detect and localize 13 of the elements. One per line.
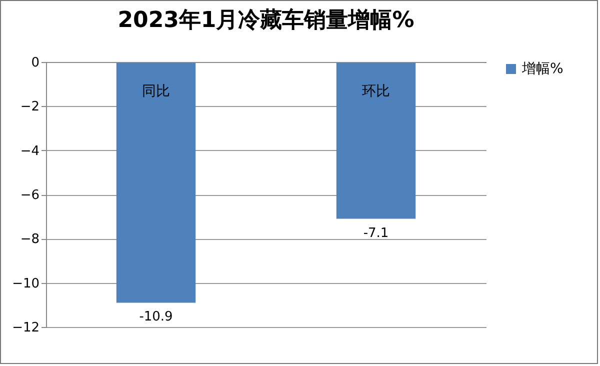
y-tick-label: −10 <box>12 276 40 292</box>
data-label: -10.9 <box>139 310 173 325</box>
x-tick-label: 环比 <box>362 84 390 100</box>
chart-title: 2023年1月冷藏车销量增幅% <box>118 7 414 33</box>
y-tick-label: −8 <box>20 232 40 248</box>
legend-label: 增幅% <box>521 61 564 77</box>
y-tick-label: −2 <box>20 100 40 115</box>
x-tick-label: 同比 <box>142 84 170 100</box>
y-tick-label: −4 <box>20 144 40 159</box>
data-label: -7.1 <box>363 226 389 241</box>
y-tick-label: 0 <box>31 56 40 70</box>
y-tick-label: −6 <box>20 188 40 203</box>
y-tick-label: −12 <box>12 320 40 336</box>
